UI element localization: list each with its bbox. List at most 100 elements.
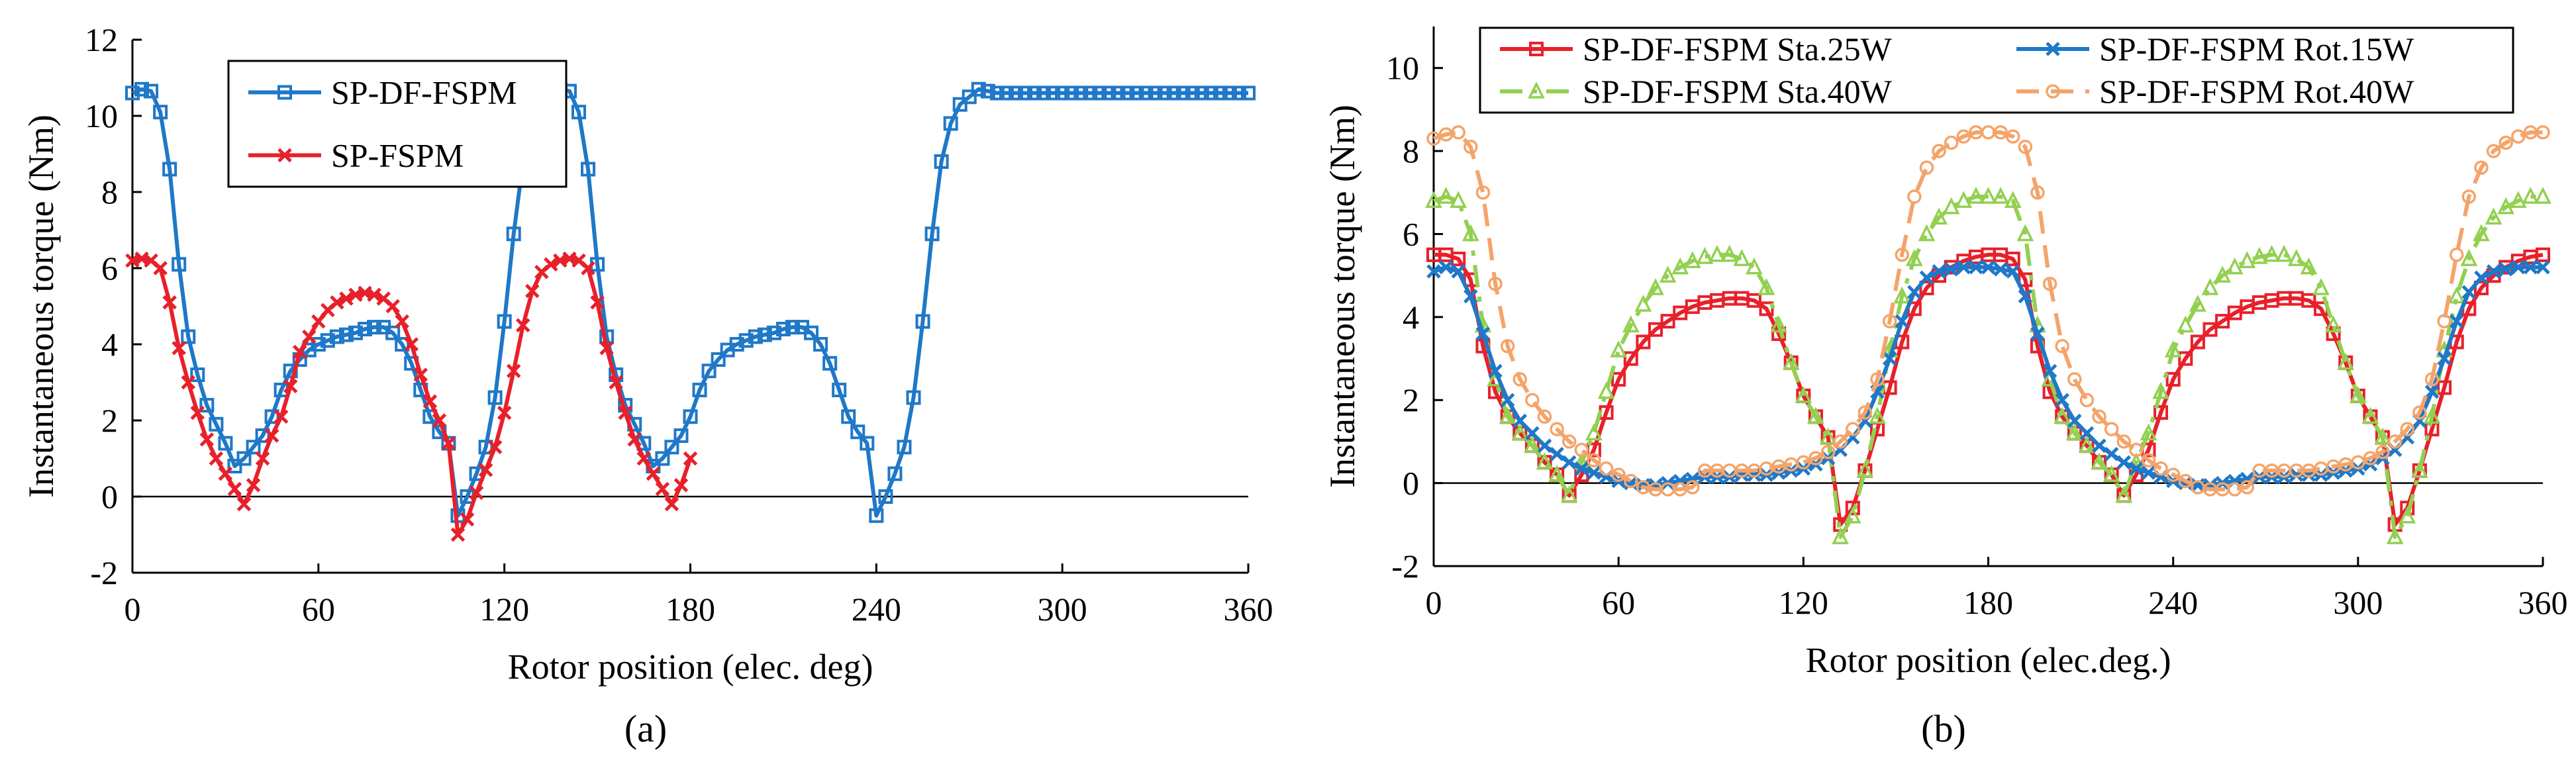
legend: SP-DF-FSPM Sta.25W SP-DF-FSPM Sta.40W SP-D… xyxy=(1479,26,2514,114)
data-point xyxy=(1018,85,1032,101)
data-point xyxy=(1574,461,1589,476)
data-point xyxy=(2460,249,2478,266)
data-point xyxy=(822,356,838,371)
data-point xyxy=(2018,140,2033,154)
x-tick-label: 240 xyxy=(2148,584,2198,621)
data-point xyxy=(273,409,289,424)
data-point xyxy=(1907,285,1922,299)
data-point xyxy=(1587,453,1601,467)
legend-entry-label: SP-DF-FSPM Rot.15W xyxy=(2099,30,2414,68)
data-point xyxy=(144,83,159,99)
data-point xyxy=(1475,185,1491,200)
legend-box xyxy=(1479,26,2514,114)
data-point xyxy=(1488,276,1503,291)
legend-swatch-marker xyxy=(277,148,292,163)
data-point xyxy=(673,428,689,443)
data-point xyxy=(1907,189,1922,204)
data-point xyxy=(190,405,205,420)
data-point xyxy=(544,257,558,272)
data-point xyxy=(2092,438,2106,453)
x-tick-label: 60 xyxy=(1602,584,1635,621)
data-point xyxy=(2287,249,2305,266)
data-point xyxy=(1157,85,1172,101)
data-point xyxy=(1073,85,1089,101)
data-point xyxy=(1832,527,1850,544)
series-line xyxy=(1434,252,2544,527)
data-point xyxy=(1475,326,1491,341)
series-line xyxy=(131,87,1248,518)
series-line xyxy=(132,256,693,537)
data-point xyxy=(2065,423,2083,441)
series-line xyxy=(1433,195,2543,540)
data-point xyxy=(571,105,586,120)
data-point xyxy=(2536,260,2550,275)
data-point xyxy=(339,291,354,306)
data-point xyxy=(432,413,447,428)
legend-entry-label: SP-DF-FSPM Rot.40W xyxy=(2099,73,2414,110)
y-tick-label: 0 xyxy=(1403,465,1419,502)
y-tick-label: 10 xyxy=(1386,50,1419,87)
data-point xyxy=(395,337,410,352)
data-point xyxy=(2461,189,2477,204)
data-point xyxy=(850,424,866,440)
data-point xyxy=(1560,485,1578,503)
data-point xyxy=(2534,187,2551,204)
data-point xyxy=(255,428,270,443)
data-point xyxy=(1512,413,1528,428)
y-tick-label: 4 xyxy=(101,326,118,363)
legend-swatch-marker xyxy=(2046,84,2060,99)
data-point xyxy=(329,329,344,344)
data-point xyxy=(1932,264,1946,279)
data-point xyxy=(692,383,707,397)
data-point xyxy=(1064,85,1079,101)
y-tick-label: 6 xyxy=(101,250,118,287)
data-point xyxy=(2115,485,2133,503)
data-point xyxy=(1746,293,1761,308)
data-point xyxy=(1561,434,1577,449)
data-point xyxy=(989,85,1005,101)
data-point xyxy=(395,314,409,329)
data-point xyxy=(1634,295,1652,312)
data-point xyxy=(2005,129,2020,144)
data-point xyxy=(1599,461,1614,476)
data-point xyxy=(1992,187,2009,204)
data-point xyxy=(2337,352,2355,370)
data-point xyxy=(1500,338,1515,354)
data-point xyxy=(172,340,186,356)
x-tick-label: 240 xyxy=(852,591,901,628)
data-point xyxy=(227,481,242,497)
data-point xyxy=(2423,407,2441,424)
data-point xyxy=(2005,252,2020,267)
data-point xyxy=(1930,207,1948,225)
data-point xyxy=(2141,453,2156,467)
data-point xyxy=(1932,144,1946,158)
data-point xyxy=(367,320,382,335)
data-point xyxy=(1027,85,1042,101)
data-point xyxy=(1648,322,1663,337)
data-point xyxy=(766,325,781,340)
data-point xyxy=(1919,160,1934,175)
data-point xyxy=(1213,85,1228,101)
data-point xyxy=(2116,434,2131,449)
data-point xyxy=(581,162,596,177)
data-point xyxy=(1536,452,1554,470)
data-point xyxy=(1101,85,1116,101)
data-point xyxy=(1426,131,1441,146)
data-point xyxy=(1895,248,1909,262)
data-point xyxy=(1461,224,1479,242)
data-point xyxy=(218,436,233,451)
data-point xyxy=(1944,262,1959,277)
legend-swatch-marker xyxy=(1529,42,1544,56)
data-point xyxy=(2178,473,2193,489)
data-point xyxy=(181,375,196,390)
data-point xyxy=(1856,460,1874,478)
data-point xyxy=(1203,85,1218,101)
data-point xyxy=(906,390,921,405)
data-point xyxy=(1671,257,1689,275)
data-point xyxy=(497,405,512,420)
y-tick-label: 10 xyxy=(85,97,118,134)
data-point xyxy=(804,325,819,340)
